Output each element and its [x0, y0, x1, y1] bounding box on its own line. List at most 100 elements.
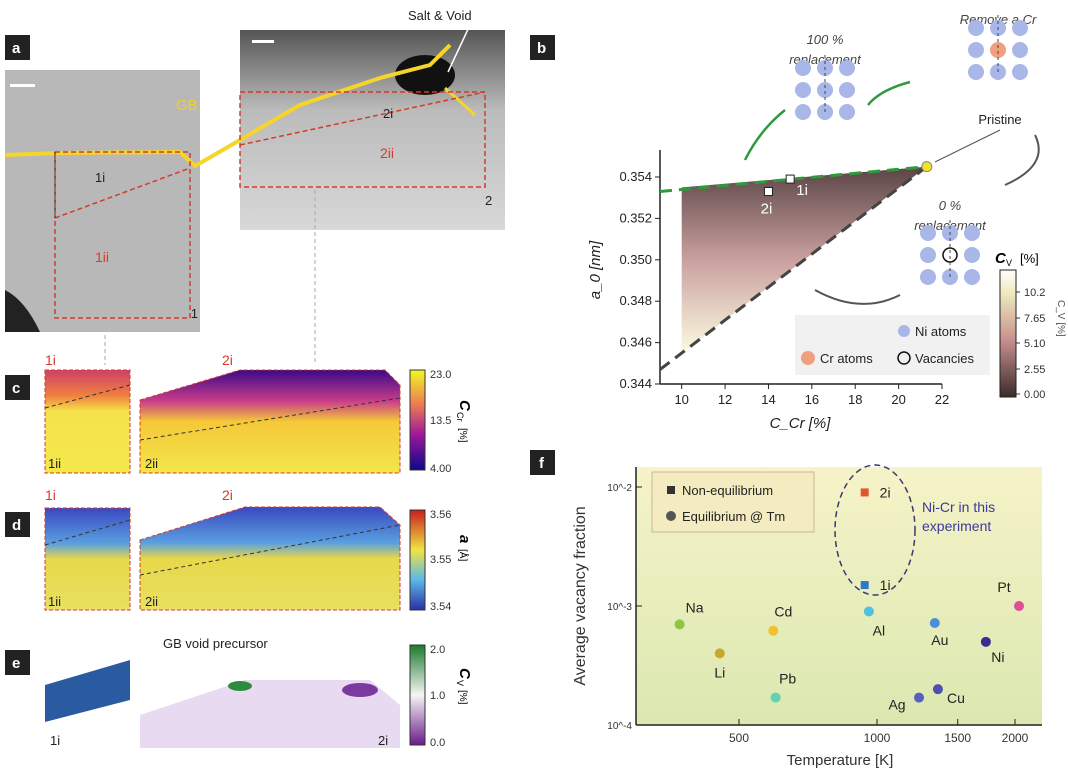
x-axis-label: C_Cr [%]	[770, 415, 832, 432]
label-1i: 1i	[50, 733, 60, 748]
label-2ii: 2ii	[145, 594, 158, 609]
point-label: Ni	[991, 649, 1004, 665]
shaded-region-colorbar-label: C_V [%]	[1055, 300, 1066, 337]
x-tick-label: 12	[718, 392, 732, 407]
point-label: 1i	[880, 577, 891, 593]
data-point-Cd	[768, 625, 779, 636]
point-label: 2i	[880, 484, 891, 500]
vacancy-map-2i	[140, 680, 400, 748]
panel-label-f: f	[539, 455, 545, 472]
ni-atom	[964, 247, 980, 263]
colorbar-cv	[409, 644, 426, 746]
panel-d: d 1i 1ii 2i 2ii 3.56 3.55 3.54 a [Å]	[5, 487, 473, 613]
colorbar-label: C	[995, 250, 1007, 267]
x-tick-label: 22	[935, 392, 949, 407]
ni-atom	[920, 269, 936, 285]
panel-e: e GB void precursor 1i 2i 2.0 1.0 0.0 CV…	[5, 636, 473, 749]
tick: 3.54	[430, 601, 451, 613]
panel-label-a: a	[12, 40, 21, 57]
data-point-Pt	[1014, 601, 1025, 611]
point-label: Cd	[774, 604, 792, 620]
annotation: Ni-Cr in this	[922, 499, 995, 515]
colorbar-tick-label: 0.00	[1024, 389, 1045, 401]
region-2-label: 2	[485, 193, 492, 208]
point-label: 2i	[761, 200, 773, 217]
panel-label-d: d	[12, 517, 21, 534]
gb-label: GB	[176, 97, 198, 114]
x-tick-label: 2000	[1002, 731, 1029, 745]
panel-c: c 1i 1ii 2i 2ii 23.0 13.5 4.00 CCr [%]	[5, 352, 473, 475]
data-point-Na	[674, 619, 685, 630]
gb-void-precursor-label: GB void precursor	[163, 636, 268, 651]
data-point-Al	[863, 606, 874, 617]
tick: 23.0	[430, 369, 451, 381]
point-label: Ag	[888, 697, 905, 713]
micrograph-2	[240, 30, 505, 230]
label-1i: 1i	[45, 352, 56, 368]
y-tick-label: 0.354	[619, 169, 652, 184]
y-tick-label: 10^-3	[607, 602, 632, 613]
point-label: 1i	[796, 182, 808, 199]
region-2i-label: 2i	[383, 106, 393, 121]
data-point-1i	[785, 174, 795, 184]
x-tick-label: 14	[761, 392, 775, 407]
colorbar-label: C	[456, 400, 473, 412]
label-1ii: 1ii	[48, 456, 61, 471]
point-label: Al	[873, 622, 885, 638]
annotation: experiment	[922, 518, 991, 534]
full-replacement-label: 100 %	[807, 32, 844, 47]
y-tick-label: 0.344	[619, 376, 652, 391]
region-2ii-label: 2ii	[380, 145, 394, 161]
region-1ii-label: 1ii	[95, 249, 109, 265]
tick: 13.5	[430, 415, 451, 427]
colorbar-tick-label: 10.2	[1024, 287, 1045, 299]
colorbar-unit: [%]	[1020, 251, 1039, 266]
legend-square-icon	[667, 486, 675, 494]
colorbar-sub: Cr	[455, 412, 465, 422]
scale-bar	[252, 40, 274, 43]
point-label: Au	[931, 632, 948, 648]
data-point-1i	[860, 581, 869, 590]
cr-map-1i	[44, 369, 131, 474]
legend-cr: Cr atoms	[820, 351, 873, 366]
ni-atom	[920, 247, 936, 263]
ni-atom	[1012, 20, 1028, 36]
ni-atom	[920, 225, 936, 241]
tick: 1.0	[430, 690, 445, 702]
colorbar-ccr	[409, 369, 426, 471]
data-point-Au	[929, 617, 940, 628]
ni-atom	[1012, 64, 1028, 80]
ni-atom	[795, 60, 811, 76]
nicr-ellipse	[834, 464, 916, 596]
colorbar-unit: [Å]	[457, 549, 470, 561]
panel-a: a Salt & Void GB 1i 1ii 1 2i 2ii 2	[4, 8, 505, 365]
colorbar-a	[409, 509, 426, 611]
panel-label-box	[5, 35, 30, 60]
data-point-Li	[714, 648, 725, 659]
panel-label-e: e	[12, 655, 20, 672]
panel-b: b 100 % replacement Remove a Cr Pristine…	[530, 12, 1066, 432]
x-tick-label: 16	[805, 392, 819, 407]
panel-f: f 500 1000 1500 2000 10^-2 10^-3 10^-4 Temperat…	[530, 450, 1042, 769]
ni-atom	[964, 225, 980, 241]
chart-f: 500 1000 1500 2000 10^-2 10^-3 10^-4 Temperatur…	[572, 464, 1042, 769]
colorbar-sub: V	[1006, 258, 1012, 268]
colorbar-cv	[999, 269, 1017, 398]
scale-bar	[10, 84, 35, 87]
tick: 3.56	[430, 509, 451, 521]
ni-atom	[968, 20, 984, 36]
y-axis-label: a_0 [nm]	[587, 240, 604, 299]
zero-replacement-label: 0 %	[939, 198, 961, 213]
legend-box	[651, 471, 815, 533]
legend-circle-icon	[666, 511, 676, 521]
pristine-point	[921, 161, 933, 173]
y-tick-label: 0.348	[619, 293, 652, 308]
colorbar-unit: [%]	[457, 428, 468, 443]
data-point-Ni	[980, 636, 991, 647]
data-point-Ag	[914, 692, 925, 703]
x-tick-label: 500	[729, 731, 749, 745]
x-tick-label: 18	[848, 392, 862, 407]
point-label: Pb	[779, 671, 796, 687]
legend-item: Equilibrium @ Tm	[682, 509, 785, 524]
